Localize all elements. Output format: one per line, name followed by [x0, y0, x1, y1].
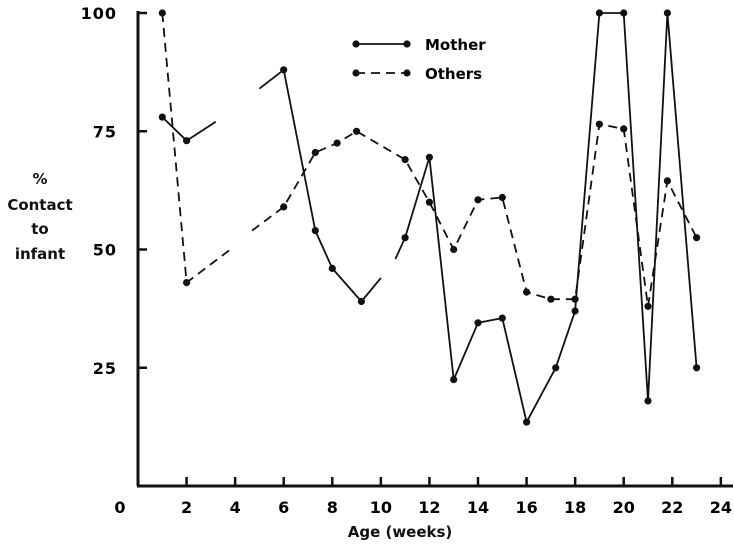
y-axis-title-line: infant — [15, 245, 65, 263]
data-point — [498, 314, 506, 322]
data-point — [280, 203, 288, 211]
legend-marker — [352, 40, 360, 48]
data-point — [663, 9, 672, 17]
x-axis-title: Age (weeks) — [348, 523, 453, 541]
data-point — [620, 9, 628, 17]
y-axis-title-line: to — [31, 220, 48, 238]
data-point — [595, 120, 604, 128]
data-point — [425, 153, 433, 161]
data-point — [158, 113, 166, 121]
data-point — [353, 127, 361, 135]
x-tick-label: 16 — [515, 498, 537, 517]
legend-marker — [352, 69, 360, 77]
data-point — [571, 295, 579, 303]
legend-label: Others — [425, 65, 482, 83]
data-point — [311, 148, 319, 157]
x-tick-label: 12 — [418, 498, 440, 517]
x-tick-label: 14 — [467, 498, 489, 517]
data-point — [595, 9, 604, 17]
data-point — [663, 177, 672, 185]
x-tick-label: 4 — [230, 498, 241, 517]
x-tick-label: 6 — [278, 498, 289, 517]
legend-marker — [403, 69, 411, 77]
data-point — [183, 279, 191, 287]
y-axis-title-line: % — [32, 170, 47, 188]
x-tick-label: 10 — [370, 498, 392, 517]
y-tick-label: 75 — [93, 122, 117, 141]
series-others — [158, 9, 701, 310]
y-axis-ticks: 25 50 75 100 — [81, 4, 147, 378]
data-point — [552, 364, 560, 372]
data-point — [693, 364, 701, 372]
x-tick-label: 8 — [327, 498, 338, 517]
data-point — [311, 227, 319, 235]
data-point — [280, 66, 288, 74]
data-point — [620, 125, 628, 133]
y-tick-label: 25 — [93, 359, 117, 378]
x-tick-label: 20 — [613, 498, 635, 517]
data-point — [547, 295, 555, 303]
data-point — [158, 9, 166, 17]
legend: Mother Others — [352, 36, 486, 83]
data-point — [357, 297, 365, 306]
data-point — [644, 302, 652, 310]
series-line-segment — [161, 12, 231, 284]
series-line-segment — [251, 123, 698, 308]
data-point — [328, 264, 336, 272]
data-point — [401, 234, 409, 242]
series-line-segment — [394, 12, 698, 424]
data-point — [450, 245, 458, 254]
data-point — [523, 418, 531, 426]
y-axis-title: % Contact to infant — [7, 170, 72, 263]
data-point — [401, 156, 409, 164]
x-tick-label: 0 — [114, 498, 125, 517]
series-mother — [158, 9, 701, 426]
data-point — [474, 196, 482, 204]
data-point — [183, 137, 191, 145]
y-tick-label: 50 — [93, 241, 117, 260]
data-point — [498, 193, 506, 202]
legend-label: Mother — [425, 36, 486, 54]
data-point — [450, 376, 458, 384]
y-tick-label: 100 — [81, 4, 117, 23]
legend-item-mother: Mother — [352, 36, 486, 54]
data-point — [571, 307, 579, 315]
data-point — [474, 319, 482, 327]
y-axis-title-line: Contact — [7, 196, 72, 214]
series-line-segment — [161, 116, 217, 142]
data-point — [693, 234, 701, 242]
data-point — [523, 288, 531, 296]
x-tick-label: 2 — [181, 498, 192, 517]
data-point — [425, 198, 433, 206]
series-line-segment — [258, 68, 382, 303]
legend-marker — [403, 40, 411, 48]
data-point — [333, 139, 341, 147]
legend-item-others: Others — [352, 65, 482, 83]
series-layer — [158, 9, 701, 426]
x-axis-ticks: 0 2 4 6 8 10 12 14 16 18 20 22 24 — [114, 477, 732, 517]
data-point — [644, 397, 652, 405]
x-tick-label: 22 — [661, 498, 683, 517]
x-tick-label: 18 — [564, 498, 586, 517]
x-tick-label: 24 — [710, 498, 732, 517]
